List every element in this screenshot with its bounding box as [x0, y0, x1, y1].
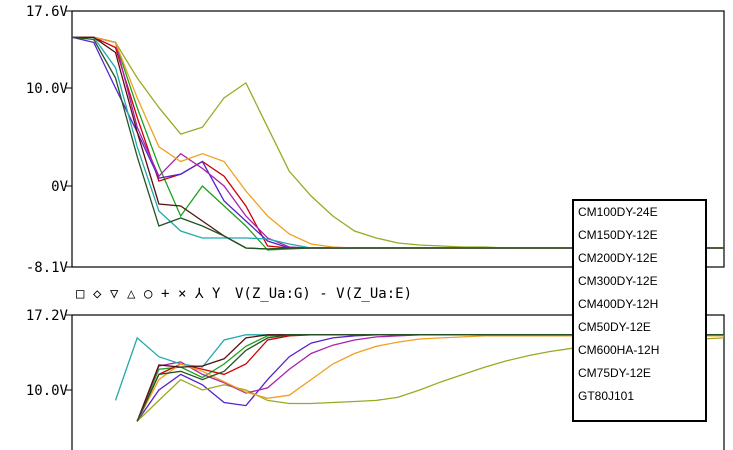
legend-popup[interactable]: CM100DY-24E CM150DY-12E CM200DY-12E CM300DY…: [572, 199, 707, 422]
trace-marker-5: +: [161, 286, 169, 302]
trace-marker-7: ⅄: [194, 286, 204, 302]
legend-item-8[interactable]: GT80J101: [578, 389, 635, 403]
legend-item-2[interactable]: CM200DY-12E: [578, 251, 658, 265]
trace-marker-6: ×: [178, 286, 186, 302]
top-y-tick-label-3: -8.1V: [26, 260, 69, 276]
legend-item-5[interactable]: CM50DY-12E: [578, 320, 651, 334]
legend-item-6[interactable]: CM600HA-12H: [578, 343, 660, 357]
bottom-y-tick-label-0: 17.2V: [26, 308, 69, 324]
bottom-y-tick-label-1: 10.0V: [26, 383, 69, 399]
trace-label-row: □ ◇ ▽ △ ○ + × ⅄ Y V(Z_Ua:G) - V(Z_Ua:E): [76, 286, 412, 302]
legend-item-7[interactable]: CM75DY-12E: [578, 366, 651, 380]
legend-list: CM100DY-24E CM150DY-12E CM200DY-12E CM300DY…: [578, 204, 705, 411]
legend-item-1[interactable]: CM150DY-12E: [578, 228, 658, 242]
legend-item-3[interactable]: CM300DY-12E: [578, 274, 658, 288]
bottom-y-axis: 17.2V 10.0V: [26, 308, 72, 399]
trace-marker-0: □: [76, 286, 85, 302]
legend-item-0[interactable]: CM100DY-24E: [578, 205, 658, 219]
trace-marker-4: ○: [144, 286, 153, 302]
top-y-tick-label-1: 10.0V: [26, 81, 69, 97]
trace-marker-1: ◇: [93, 286, 102, 302]
trace-marker-8: Y: [212, 286, 221, 302]
top-y-axis: 17.6V 10.0V 0V -8.1V: [26, 4, 72, 276]
top-y-tick-label-0: 17.6V: [26, 4, 69, 20]
legend-item-4[interactable]: CM400DY-12H: [578, 297, 659, 311]
trace-expression: V(Z_Ua:G) - V(Z_Ua:E): [235, 286, 412, 302]
trace-marker-2: ▽: [110, 286, 119, 302]
trace-marker-3: △: [127, 286, 136, 302]
top-y-tick-label-2: 0V: [51, 179, 68, 195]
